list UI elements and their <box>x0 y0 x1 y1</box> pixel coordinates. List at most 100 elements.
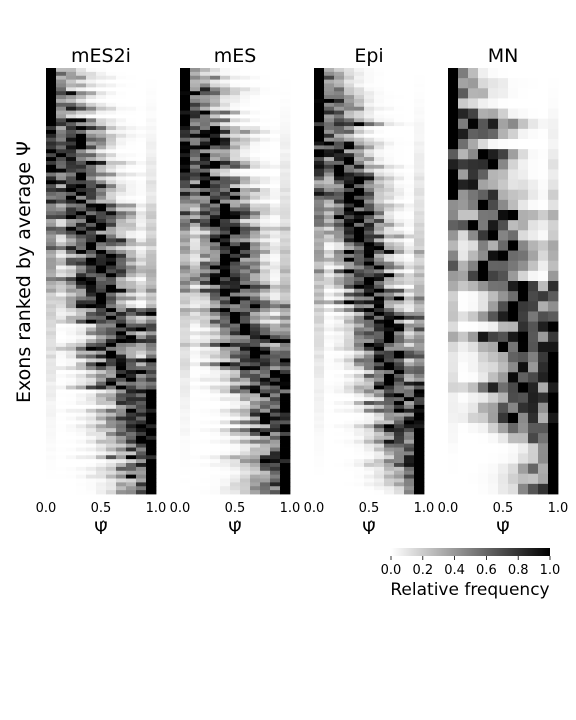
heatmap-cell <box>106 366 117 371</box>
heatmap-cell <box>394 184 405 189</box>
heatmap-cell <box>250 304 261 309</box>
heatmap-cell <box>414 180 425 185</box>
heatmap-cell <box>374 459 385 464</box>
heatmap-cell <box>126 98 137 104</box>
heatmap-cell <box>126 257 137 263</box>
heatmap-cell <box>106 323 117 328</box>
heatmap-cell <box>250 226 261 232</box>
heatmap-cell <box>374 180 385 185</box>
heatmap-cell <box>334 420 345 425</box>
heatmap-cell <box>200 118 211 123</box>
heatmap-cell <box>210 420 221 425</box>
heatmap-cell <box>220 207 231 212</box>
heatmap-cell <box>200 443 211 448</box>
heatmap-cell <box>56 470 67 476</box>
heatmap-cell <box>86 315 97 321</box>
heatmap-cell <box>66 265 77 270</box>
heatmap-cell <box>96 133 107 139</box>
heatmap-cell <box>116 331 127 336</box>
heatmap-cell <box>280 319 291 324</box>
heatmap-cell <box>230 451 241 456</box>
heatmap-cell <box>126 79 137 84</box>
heatmap-cell <box>66 68 77 73</box>
heatmap-cell <box>66 408 77 414</box>
heatmap-cell <box>334 304 345 309</box>
heatmap-cell <box>210 284 221 290</box>
heatmap-cell <box>66 246 77 251</box>
heatmap-cell <box>96 377 107 383</box>
heatmap-cell <box>66 373 77 379</box>
heatmap-cell <box>314 342 325 348</box>
heatmap-cell <box>240 129 251 135</box>
heatmap-cell <box>180 354 191 359</box>
heatmap-cell <box>508 270 519 282</box>
heatmap-cell <box>518 270 529 282</box>
heatmap-cell <box>324 253 335 259</box>
heatmap-cell <box>46 176 57 181</box>
heatmap-cell <box>324 257 335 263</box>
heatmap-cell <box>146 195 157 201</box>
heatmap-cell <box>394 250 405 255</box>
heatmap-cell <box>334 311 345 317</box>
heatmap-cell <box>374 311 385 317</box>
heatmap-cell <box>394 219 405 224</box>
heatmap-cell <box>344 122 355 127</box>
heatmap-cell <box>384 451 395 456</box>
colorbar-ticks: 0.0 0.2 0.4 0.6 0.8 1.0 <box>381 556 560 578</box>
heatmap-cell <box>56 137 67 142</box>
heatmap-cell <box>344 246 355 251</box>
heatmap-cell <box>180 180 191 185</box>
heatmap-cell <box>364 416 375 421</box>
heatmap-cell <box>240 145 251 150</box>
heatmap-cell <box>200 230 211 235</box>
heatmap-cell <box>404 75 415 81</box>
heatmap-cell <box>538 321 549 333</box>
heatmap-cell <box>384 354 395 359</box>
heatmap-cell <box>76 455 87 460</box>
heatmap-cell <box>414 296 425 301</box>
heatmap-cell <box>548 240 559 251</box>
heatmap-cell <box>324 389 335 394</box>
heatmap-cell <box>364 315 375 321</box>
heatmap-cell <box>126 133 137 139</box>
heatmap-cell <box>548 108 559 120</box>
heatmap-cell <box>180 381 191 386</box>
heatmap-cell <box>220 172 231 177</box>
heatmap-cell <box>220 106 231 111</box>
heatmap-cell <box>334 176 345 181</box>
heatmap-cell <box>146 110 157 115</box>
heatmap-cell <box>324 350 335 355</box>
heatmap-cell <box>468 149 479 160</box>
heatmap-cell <box>66 238 77 243</box>
heatmap-cell <box>180 265 191 270</box>
heatmap-cell <box>458 281 469 292</box>
heatmap-cell <box>478 98 489 109</box>
heatmap-cell <box>86 172 97 177</box>
heatmap-cell <box>126 296 137 301</box>
heatmap-cell <box>488 443 499 454</box>
heatmap-cell <box>250 397 261 402</box>
heatmap-cell <box>190 164 201 170</box>
heatmap-cell <box>324 424 335 429</box>
heatmap-cell <box>414 319 425 324</box>
heatmap-cell <box>116 188 127 193</box>
heatmap-cell <box>46 412 57 417</box>
heatmap-cell <box>344 435 355 441</box>
heatmap-cell <box>518 281 529 292</box>
heatmap-cell <box>314 281 325 286</box>
heatmap-cell <box>240 439 251 445</box>
heatmap-cell <box>280 199 291 204</box>
heatmap-cell <box>548 220 559 231</box>
heatmap-cell <box>210 180 221 185</box>
heatmap-cell <box>394 308 405 313</box>
heatmap-cell <box>116 75 127 81</box>
heatmap-cell <box>76 122 87 127</box>
heatmap-cell <box>200 350 211 355</box>
heatmap-cell <box>86 478 97 483</box>
heatmap-cell <box>354 358 365 363</box>
heatmap-cell <box>96 83 107 88</box>
heatmap-cell <box>280 211 291 216</box>
heatmap-cell <box>180 157 191 162</box>
heatmap-cell <box>280 428 291 433</box>
heatmap-cell <box>334 459 345 464</box>
